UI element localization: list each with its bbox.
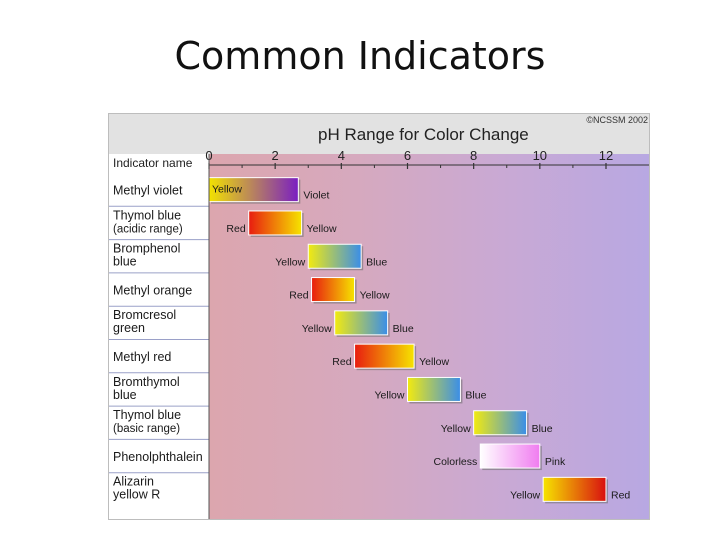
slide-title: Common Indicators (174, 34, 546, 78)
x-tick-label: 6 (404, 148, 411, 163)
low-color-label: Yellow (510, 489, 540, 501)
range-bar (473, 410, 528, 436)
indicator-name: Bromthymol (113, 375, 180, 389)
header-band (109, 114, 649, 154)
range-bar (334, 310, 389, 336)
range-bar (311, 277, 356, 303)
indicator-row: Thymol blue(acidic range) Red Yellow (109, 205, 337, 237)
indicator-name: Methyl violet (113, 184, 183, 198)
indicator-name: Phenolphthalein (113, 450, 203, 464)
high-color-label: Blue (532, 423, 553, 435)
row-header-label: Indicator name (113, 156, 193, 170)
indicator-name: Thymol blue (113, 408, 181, 422)
copyright-label: ©NCSSM 2002 (586, 115, 648, 125)
indicator-name: (basic range) (113, 423, 180, 435)
range-bar (542, 476, 607, 502)
indicator-name: Alizarin (113, 475, 154, 489)
indicator-row: Methyl orange Red Yellow (109, 272, 390, 304)
x-tick-label: 10 (533, 148, 547, 163)
indicator-name: green (113, 321, 145, 335)
range-bar (406, 376, 461, 402)
low-color-label: Yellow (375, 389, 405, 401)
low-color-label: Yellow (302, 323, 332, 335)
x-tick-label: 8 (470, 148, 477, 163)
chart-title: pH Range for Color Change (318, 125, 529, 144)
chart-border (108, 113, 650, 520)
indicator-row: Methyl violet Yellow Violet (113, 177, 329, 204)
indicator-name: blue (113, 255, 137, 269)
high-color-label: Pink (545, 456, 566, 468)
low-color-label: Red (289, 290, 308, 302)
indicator-name: Bromcresol (113, 308, 176, 322)
low-color-label: Colorless (434, 456, 478, 468)
high-color-label: Yellow (307, 223, 337, 235)
low-color-label: Yellow (275, 256, 305, 268)
range-bar (248, 210, 303, 236)
indicator-name: Bromphenol (113, 242, 180, 256)
indicator-name: blue (113, 388, 137, 402)
indicator-row: Methyl red Red Yellow (109, 339, 449, 371)
high-color-label: Violet (303, 190, 329, 202)
indicator-name: Methyl orange (113, 284, 192, 298)
high-color-label: Yellow (419, 356, 449, 368)
range-bar (354, 343, 415, 369)
low-color-label: Yellow (212, 184, 242, 196)
x-tick-label: 4 (338, 148, 345, 163)
high-color-label: Blue (366, 256, 387, 268)
plot-background (209, 154, 649, 520)
high-color-label: Blue (465, 389, 486, 401)
low-color-label: Yellow (441, 423, 471, 435)
ph-indicator-chart: ©NCSSM 2002 pH Range for Color Change In… (108, 113, 650, 520)
high-color-label: Red (611, 489, 630, 501)
indicator-row: Phenolphthalein Colorless Pink (109, 438, 566, 471)
high-color-label: Blue (393, 323, 414, 335)
range-bar (307, 243, 362, 269)
range-bar (479, 443, 541, 469)
indicator-name: (acidic range) (113, 223, 183, 235)
indicator-name: Thymol blue (113, 208, 181, 222)
range-bar (208, 177, 299, 203)
high-color-label: Yellow (360, 290, 390, 302)
x-tick-label: 12 (599, 148, 613, 163)
indicator-name: yellow R (113, 488, 160, 502)
x-tick-label: 2 (272, 148, 279, 163)
indicator-row: Thymol blue(basic range) Yellow Blue (109, 405, 553, 437)
name-column (109, 154, 209, 520)
low-color-label: Red (332, 356, 351, 368)
low-color-label: Red (226, 223, 245, 235)
indicator-name: Methyl red (113, 350, 171, 364)
